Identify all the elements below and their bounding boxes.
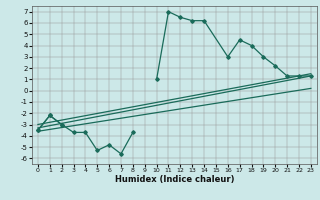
X-axis label: Humidex (Indice chaleur): Humidex (Indice chaleur) — [115, 175, 234, 184]
